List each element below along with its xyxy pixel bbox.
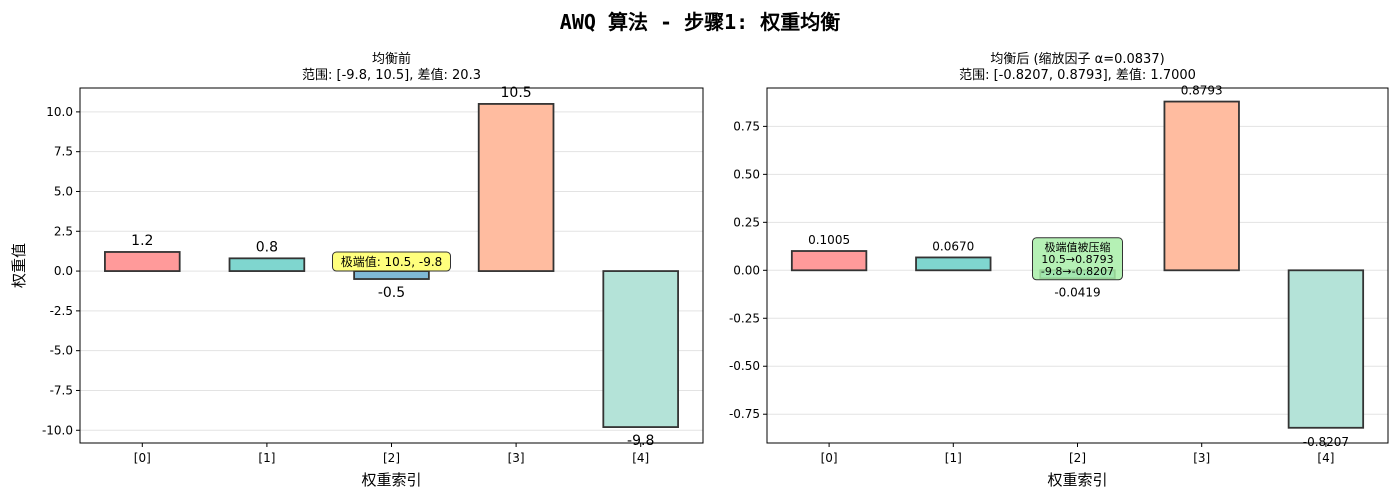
panel2-bar-1 [915, 256, 992, 272]
panel1-x-tick-label-2: [2] [383, 451, 400, 465]
panel2-value-label-1: 0.0670 [932, 239, 974, 253]
panel2-y-tick-label: -0.50 [729, 359, 760, 373]
panel2-subtitle: 范围: [-0.8207, 0.8793], 差值: 1.7000 [959, 67, 1196, 83]
panel1-bar-4 [602, 270, 679, 428]
panel2-x-tick-label-1: [1] [945, 451, 962, 465]
panel1-value-label-2: -0.5 [378, 285, 405, 301]
panel2-value-label-2: -0.0419 [1054, 285, 1100, 299]
panel1-y-tick-label: 2.5 [54, 224, 73, 238]
panel2-y-tick-label: -0.25 [729, 311, 760, 325]
panel1-annotation-text-0: 极端值: 10.5, -9.8 [341, 254, 443, 269]
panel2-x-tick-label-3: [3] [1193, 451, 1210, 465]
panel1-value-label-0: 1.2 [131, 233, 153, 249]
panel2-value-label-3: 0.8793 [1181, 84, 1223, 98]
panel2-bar-4 [1287, 269, 1365, 429]
panel1-annotation-box [332, 251, 451, 272]
panel1-value-label-1: 0.8 [256, 239, 278, 255]
panel1-y-tick-label: -10.0 [42, 423, 73, 437]
panel2-y-tick-label: 0.50 [733, 167, 760, 181]
panel2-title: 均衡后 (缩放因子 α=0.0837) [990, 51, 1164, 67]
panel2-annotation-box [1032, 237, 1123, 281]
panel1-title: 均衡前 [372, 51, 411, 67]
panel1-y-tick-label: 7.5 [54, 145, 73, 159]
panel1-x-tick-label-0: [0] [134, 451, 151, 465]
panel2-annotation-text-2: -9.8→-0.8207 [1041, 265, 1114, 278]
panel2-x-tick-label-0: [0] [821, 451, 838, 465]
panel1-x-tick-label-3: [3] [508, 451, 525, 465]
panel1-value-label-3: 10.5 [501, 85, 532, 101]
panel1-y-tick-label: -5.0 [50, 344, 73, 358]
panel1-x-axis-label: 权重索引 [361, 471, 421, 489]
figure-title: AWQ 算法 - 步骤1: 权重均衡 [559, 10, 841, 34]
panel1-bar-1 [228, 257, 306, 272]
panel1-y-tick-label: 10.0 [46, 105, 73, 119]
panel2-x-axis-label: 权重索引 [1047, 471, 1107, 489]
panel2-x-tick-label-2: [2] [1069, 451, 1086, 465]
panel1-y-tick-label: 5.0 [54, 184, 73, 198]
panel2-bar-0 [790, 250, 868, 272]
panel2-y-tick-label: 0.75 [733, 119, 760, 133]
panel1-x-tick-label-4: [4] [632, 451, 649, 465]
panel1-value-label-4: -9.8 [627, 433, 654, 449]
panel2-value-label-4: -0.8207 [1303, 435, 1349, 449]
panel2-annotation-text-1: 10.5→0.8793 [1041, 253, 1113, 266]
panel1-bar-0 [104, 251, 181, 272]
panel2-y-tick-label: 0.00 [733, 263, 760, 277]
panel2-axes-frame [766, 87, 1389, 444]
panel2-y-tick-label: -0.75 [729, 407, 760, 421]
panel1-bar-2 [353, 270, 430, 280]
panel1-y-tick-label: -7.5 [50, 383, 73, 397]
panel1-y-tick-label: -2.5 [50, 304, 73, 318]
panel1-x-tick-label-1: [1] [258, 451, 275, 465]
panel1-axes-frame [79, 87, 704, 444]
panel2-x-tick-label-4: [4] [1317, 451, 1334, 465]
panel2-annotation-text-0: 极端值被压缩 [1045, 240, 1111, 254]
panel1-subtitle: 范围: [-9.8, 10.5], 差值: 20.3 [302, 67, 481, 83]
panel2-bar-3 [1163, 100, 1240, 272]
panel1-y-axis-label: 权重值 [10, 243, 28, 288]
panel1-bar-3 [477, 103, 555, 272]
panel2-y-tick-label: 0.25 [733, 215, 760, 229]
panel1-y-tick-label: 0.0 [54, 264, 73, 278]
panel2-value-label-0: 0.1005 [808, 233, 850, 247]
